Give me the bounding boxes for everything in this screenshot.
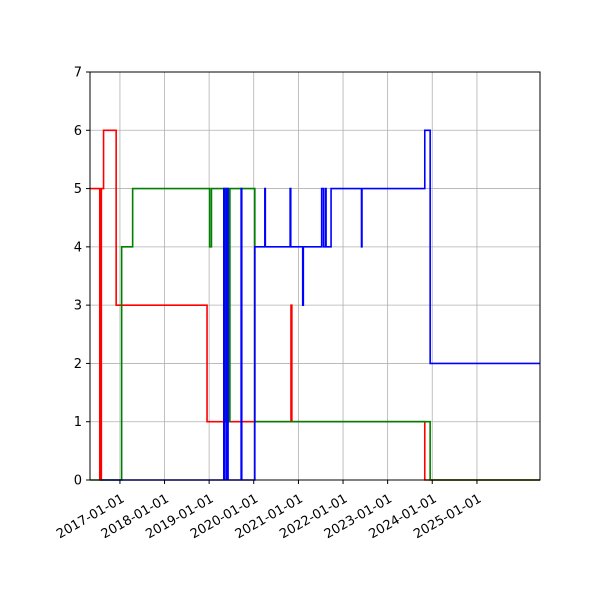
y-tick-label: 2 xyxy=(74,357,82,372)
y-tick-label: 3 xyxy=(74,299,82,314)
plot-frame xyxy=(89,71,541,481)
y-tick-label: 5 xyxy=(74,182,82,197)
y-tick-label: 6 xyxy=(74,124,82,139)
y-tick-label: 0 xyxy=(74,474,82,489)
y-tick-label: 4 xyxy=(74,240,82,255)
y-tick-label: 1 xyxy=(74,415,82,430)
y-tick-label: 7 xyxy=(74,66,82,81)
y-axis: 0 1 2 3 4 5 6 7 xyxy=(74,66,90,489)
series-line-2 xyxy=(101,129,540,481)
